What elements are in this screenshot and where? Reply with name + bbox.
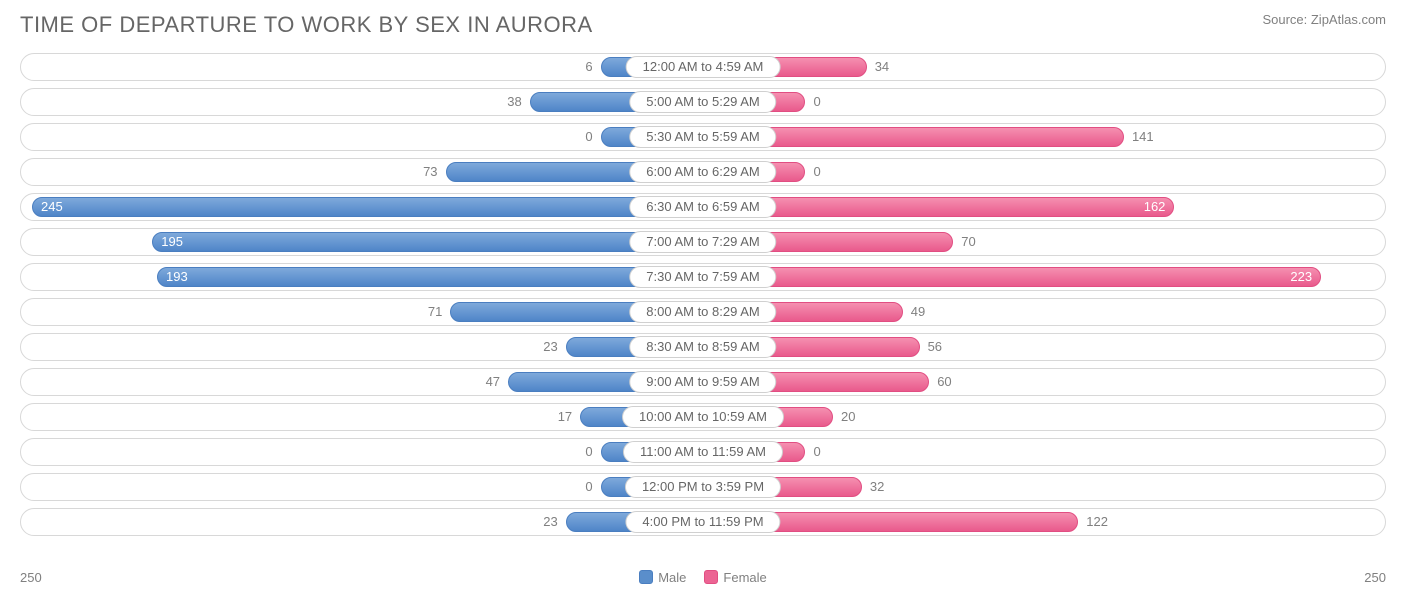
male-value: 47 bbox=[478, 374, 508, 389]
chart-row: 73 0 6:00 AM to 6:29 AM bbox=[20, 155, 1386, 188]
male-value: 0 bbox=[577, 444, 600, 459]
female-value: 32 bbox=[862, 479, 892, 494]
female-bar: 223 bbox=[703, 267, 1321, 287]
time-range-label: 12:00 PM to 3:59 PM bbox=[625, 476, 781, 498]
chart-row: 23 56 8:30 AM to 8:59 AM bbox=[20, 330, 1386, 363]
time-range-label: 10:00 AM to 10:59 AM bbox=[622, 406, 784, 428]
chart-row: 193 223 7:30 AM to 7:59 AM bbox=[20, 260, 1386, 293]
legend-male: Male bbox=[639, 570, 686, 585]
time-range-label: 9:00 AM to 9:59 AM bbox=[629, 371, 776, 393]
axis-max-left: 250 bbox=[20, 570, 42, 585]
female-value: 60 bbox=[929, 374, 959, 389]
male-value: 0 bbox=[577, 479, 600, 494]
time-range-label: 7:00 AM to 7:29 AM bbox=[629, 231, 776, 253]
time-range-label: 7:30 AM to 7:59 AM bbox=[629, 266, 776, 288]
time-range-label: 8:30 AM to 8:59 AM bbox=[629, 336, 776, 358]
male-value: 71 bbox=[420, 304, 450, 319]
diverging-bar-chart: 6 34 12:00 AM to 4:59 AM 38 0 5:00 AM to 5:29… bbox=[0, 46, 1406, 538]
female-value: 0 bbox=[805, 444, 828, 459]
male-value: 23 bbox=[535, 514, 565, 529]
chart-row: 245 162 6:30 AM to 6:59 AM bbox=[20, 190, 1386, 223]
source-attribution: Source: ZipAtlas.com bbox=[1262, 12, 1386, 27]
male-value: 0 bbox=[577, 129, 600, 144]
time-range-label: 6:00 AM to 6:29 AM bbox=[629, 161, 776, 183]
male-value: 193 bbox=[158, 269, 196, 284]
chart-footer: 250 Male Female 250 bbox=[20, 570, 1386, 585]
male-swatch-icon bbox=[639, 570, 653, 584]
time-range-label: 4:00 PM to 11:59 PM bbox=[625, 511, 780, 533]
male-value: 245 bbox=[33, 199, 71, 214]
female-value: 141 bbox=[1124, 129, 1162, 144]
male-bar: 245 bbox=[32, 197, 703, 217]
time-range-label: 12:00 AM to 4:59 AM bbox=[626, 56, 781, 78]
male-value: 23 bbox=[535, 339, 565, 354]
chart-row: 0 32 12:00 PM to 3:59 PM bbox=[20, 470, 1386, 503]
female-value: 70 bbox=[953, 234, 983, 249]
male-value: 6 bbox=[577, 59, 600, 74]
female-value: 122 bbox=[1078, 514, 1116, 529]
male-bar: 193 bbox=[157, 267, 703, 287]
time-range-label: 6:30 AM to 6:59 AM bbox=[629, 196, 776, 218]
male-value: 195 bbox=[153, 234, 191, 249]
chart-row: 47 60 9:00 AM to 9:59 AM bbox=[20, 365, 1386, 398]
time-range-label: 11:00 AM to 11:59 AM bbox=[623, 441, 783, 463]
chart-row: 6 34 12:00 AM to 4:59 AM bbox=[20, 50, 1386, 83]
female-value: 223 bbox=[1282, 269, 1320, 284]
time-range-label: 8:00 AM to 8:29 AM bbox=[629, 301, 776, 323]
male-bar: 195 bbox=[152, 232, 703, 252]
male-value: 38 bbox=[499, 94, 529, 109]
chart-row: 23 122 4:00 PM to 11:59 PM bbox=[20, 505, 1386, 538]
male-value: 73 bbox=[415, 164, 445, 179]
chart-row: 71 49 8:00 AM to 8:29 AM bbox=[20, 295, 1386, 328]
legend-female-label: Female bbox=[723, 570, 766, 585]
chart-row: 0 141 5:30 AM to 5:59 AM bbox=[20, 120, 1386, 153]
legend-female: Female bbox=[704, 570, 766, 585]
legend: Male Female bbox=[639, 570, 767, 585]
female-value: 0 bbox=[805, 94, 828, 109]
female-value: 162 bbox=[1136, 199, 1174, 214]
female-value: 56 bbox=[920, 339, 950, 354]
chart-row: 195 70 7:00 AM to 7:29 AM bbox=[20, 225, 1386, 258]
chart-row: 0 0 11:00 AM to 11:59 AM bbox=[20, 435, 1386, 468]
time-range-label: 5:30 AM to 5:59 AM bbox=[629, 126, 776, 148]
female-value: 0 bbox=[805, 164, 828, 179]
female-value: 20 bbox=[833, 409, 863, 424]
male-value: 17 bbox=[550, 409, 580, 424]
chart-row: 38 0 5:00 AM to 5:29 AM bbox=[20, 85, 1386, 118]
axis-max-right: 250 bbox=[1364, 570, 1386, 585]
female-value: 34 bbox=[867, 59, 897, 74]
chart-title: TIME OF DEPARTURE TO WORK BY SEX IN AURO… bbox=[20, 12, 593, 38]
female-swatch-icon bbox=[704, 570, 718, 584]
female-value: 49 bbox=[903, 304, 933, 319]
legend-male-label: Male bbox=[658, 570, 686, 585]
time-range-label: 5:00 AM to 5:29 AM bbox=[629, 91, 776, 113]
chart-row: 17 20 10:00 AM to 10:59 AM bbox=[20, 400, 1386, 433]
